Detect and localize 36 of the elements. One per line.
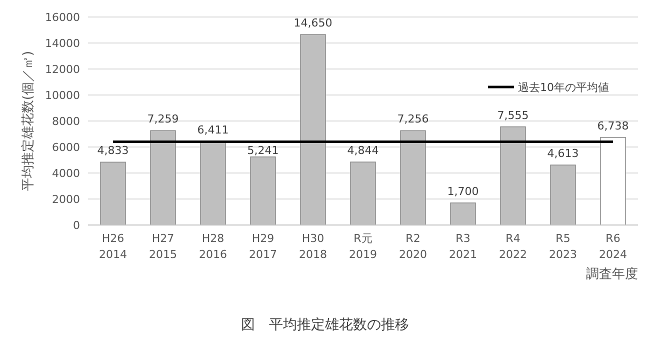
data-label: 14,650 <box>294 16 332 30</box>
data-label: 1,700 <box>447 184 479 198</box>
y-tick-label: 6000 <box>52 140 80 154</box>
x-tick-label: R元 2019 <box>349 232 377 261</box>
x-tick-label: R4 2022 <box>499 232 527 261</box>
data-label: 4,844 <box>347 144 379 158</box>
x-tick-label: R2 2020 <box>399 232 427 261</box>
x-tick-label: H29 2017 <box>249 232 277 261</box>
y-tick-label: 0 <box>73 218 80 232</box>
x-tick-label: H26 2014 <box>99 232 127 261</box>
y-tick-label: 4000 <box>52 166 80 180</box>
x-tick-label: R3 2021 <box>449 232 477 261</box>
y-tick-label: 8000 <box>52 114 80 128</box>
x-tick-label: H27 2015 <box>149 232 177 261</box>
y-tick-label: 12000 <box>45 62 80 76</box>
x-axis-title: 調査年度 <box>586 266 638 282</box>
text: 図 平均推定雄花数の推移 <box>241 317 409 333</box>
data-label: 5,241 <box>247 144 279 157</box>
y-tick-label: 16000 <box>45 10 80 24</box>
y-tick-label: 2000 <box>52 192 80 206</box>
data-label: 4,613 <box>547 147 579 160</box>
data-label: 6,411 <box>197 124 229 137</box>
y-tick-label: 10000 <box>45 88 80 102</box>
y-tick-label: 14000 <box>45 36 80 50</box>
data-label: 6,738 <box>597 119 629 132</box>
x-tick-label: R6 2024 <box>599 232 627 261</box>
data-label: 7,555 <box>497 108 529 122</box>
x-tick-label: R5 2023 <box>549 232 577 261</box>
data-label: 7,256 <box>397 112 429 126</box>
legend-label: 過去10年の平均値 <box>518 80 609 94</box>
data-label: 7,259 <box>147 112 179 126</box>
bar <box>600 137 626 226</box>
data-label: 4,833 <box>97 144 129 158</box>
y-axis-title: 平均推定雄花数(個／㎡) <box>21 50 36 192</box>
x-tick-label: H30 2018 <box>299 232 327 261</box>
x-tick-label: H28 2016 <box>199 232 227 261</box>
